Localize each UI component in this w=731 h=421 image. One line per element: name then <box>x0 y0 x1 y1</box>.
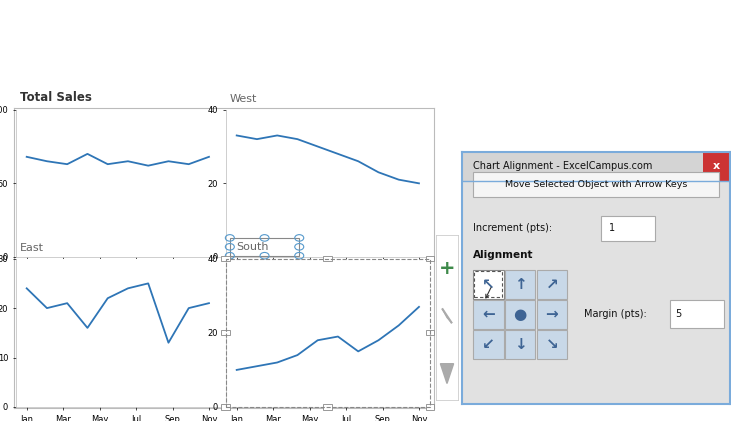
FancyBboxPatch shape <box>473 270 504 298</box>
Text: +: + <box>439 258 455 277</box>
Text: West: West <box>230 94 257 104</box>
FancyBboxPatch shape <box>537 270 567 298</box>
Text: East: East <box>20 243 44 253</box>
FancyBboxPatch shape <box>504 270 535 298</box>
FancyBboxPatch shape <box>703 152 730 181</box>
FancyBboxPatch shape <box>602 216 655 242</box>
Text: ↙: ↙ <box>482 337 494 352</box>
Text: Chart Alignment - ExcelCampus.com: Chart Alignment - ExcelCampus.com <box>473 162 652 171</box>
Text: 1: 1 <box>610 223 616 232</box>
FancyBboxPatch shape <box>504 300 535 329</box>
Text: Quickly Align Chart Titles
to the Top Left Corner: Quickly Align Chart Titles to the Top Le… <box>26 31 255 68</box>
FancyBboxPatch shape <box>670 300 724 328</box>
Text: Increment (pts):: Increment (pts): <box>473 223 552 232</box>
FancyBboxPatch shape <box>537 330 567 359</box>
Text: Alignment: Alignment <box>473 250 533 260</box>
Text: Margin (pts):: Margin (pts): <box>585 309 647 319</box>
Text: ↗: ↗ <box>545 277 558 292</box>
Text: →: → <box>545 306 558 322</box>
Text: Total Sales: Total Sales <box>20 91 91 104</box>
Polygon shape <box>440 364 454 384</box>
FancyBboxPatch shape <box>473 300 504 329</box>
Text: ↖: ↖ <box>482 277 494 292</box>
Text: ↑: ↑ <box>514 277 526 292</box>
FancyBboxPatch shape <box>504 330 535 359</box>
FancyBboxPatch shape <box>462 152 730 181</box>
Text: South: South <box>236 242 268 252</box>
FancyBboxPatch shape <box>537 300 567 329</box>
Text: x: x <box>713 162 720 171</box>
Text: ←: ← <box>482 306 494 322</box>
Text: ●: ● <box>513 306 526 322</box>
Text: ↘: ↘ <box>545 337 558 352</box>
Text: Move Selected Object with Arrow Keys: Move Selected Object with Arrow Keys <box>505 180 687 189</box>
Text: ↓: ↓ <box>514 337 526 352</box>
Text: 5: 5 <box>675 309 682 319</box>
FancyBboxPatch shape <box>473 330 504 359</box>
FancyBboxPatch shape <box>473 172 719 197</box>
